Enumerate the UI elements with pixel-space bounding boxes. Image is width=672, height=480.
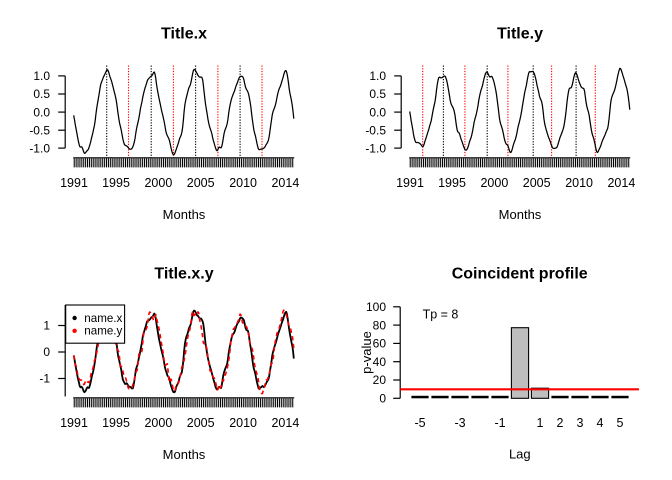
svg-text:1.0: 1.0 bbox=[369, 69, 386, 83]
svg-text:1.0: 1.0 bbox=[33, 69, 50, 83]
svg-text:2005: 2005 bbox=[187, 416, 215, 430]
svg-text:-0.5: -0.5 bbox=[29, 123, 50, 137]
svg-text:1: 1 bbox=[537, 416, 544, 430]
svg-text:0: 0 bbox=[379, 392, 386, 406]
svg-text:1: 1 bbox=[43, 319, 50, 333]
svg-text:100: 100 bbox=[366, 300, 386, 314]
svg-text:Tp = 8: Tp = 8 bbox=[423, 307, 459, 321]
svg-text:-5: -5 bbox=[414, 416, 425, 430]
svg-text:2014: 2014 bbox=[271, 416, 299, 430]
svg-text:Coincident profile: Coincident profile bbox=[452, 266, 588, 283]
svg-text:2014: 2014 bbox=[271, 176, 299, 190]
svg-text:2005: 2005 bbox=[187, 176, 215, 190]
svg-text:60: 60 bbox=[373, 337, 387, 351]
svg-text:2010: 2010 bbox=[565, 176, 593, 190]
svg-text:4: 4 bbox=[597, 416, 604, 430]
svg-text:p-value: p-value bbox=[359, 331, 374, 374]
svg-text:-1: -1 bbox=[494, 416, 505, 430]
svg-text:1991: 1991 bbox=[60, 176, 88, 190]
svg-text:1991: 1991 bbox=[396, 176, 424, 190]
svg-text:2: 2 bbox=[557, 416, 564, 430]
svg-text:2010: 2010 bbox=[229, 176, 257, 190]
svg-text:Months: Months bbox=[163, 207, 206, 222]
svg-text:-3: -3 bbox=[454, 416, 465, 430]
svg-text:name.x: name.x bbox=[84, 312, 122, 325]
svg-text:-0.5: -0.5 bbox=[365, 123, 386, 137]
svg-text:2000: 2000 bbox=[480, 176, 508, 190]
svg-text:2010: 2010 bbox=[229, 416, 257, 430]
svg-text:Title.y: Title.y bbox=[497, 26, 543, 43]
svg-text:1995: 1995 bbox=[102, 176, 130, 190]
svg-text:Title.x.y: Title.x.y bbox=[154, 266, 213, 283]
svg-text:1991: 1991 bbox=[60, 416, 88, 430]
svg-text:-1.0: -1.0 bbox=[365, 141, 386, 155]
svg-text:2005: 2005 bbox=[523, 176, 551, 190]
svg-text:0.5: 0.5 bbox=[33, 87, 50, 101]
svg-text:Title.x: Title.x bbox=[161, 26, 207, 43]
svg-text:1995: 1995 bbox=[102, 416, 130, 430]
svg-text:5: 5 bbox=[617, 416, 624, 430]
svg-text:80: 80 bbox=[373, 318, 387, 332]
svg-text:Lag: Lag bbox=[509, 447, 531, 462]
svg-text:2000: 2000 bbox=[144, 416, 172, 430]
svg-text:0.0: 0.0 bbox=[33, 105, 50, 119]
svg-text:2000: 2000 bbox=[144, 176, 172, 190]
svg-text:2014: 2014 bbox=[607, 176, 635, 190]
svg-text:3: 3 bbox=[577, 416, 584, 430]
svg-text:-1: -1 bbox=[39, 372, 50, 386]
svg-text:Months: Months bbox=[499, 207, 542, 222]
svg-text:-1.0: -1.0 bbox=[29, 141, 50, 155]
svg-text:Months: Months bbox=[163, 447, 206, 462]
svg-text:20: 20 bbox=[373, 373, 387, 387]
svg-text:0.0: 0.0 bbox=[369, 105, 386, 119]
svg-text:0.5: 0.5 bbox=[369, 87, 386, 101]
svg-text:name.y: name.y bbox=[84, 324, 122, 337]
svg-text:1995: 1995 bbox=[438, 176, 466, 190]
svg-text:0: 0 bbox=[43, 345, 50, 359]
svg-text:40: 40 bbox=[373, 355, 387, 369]
